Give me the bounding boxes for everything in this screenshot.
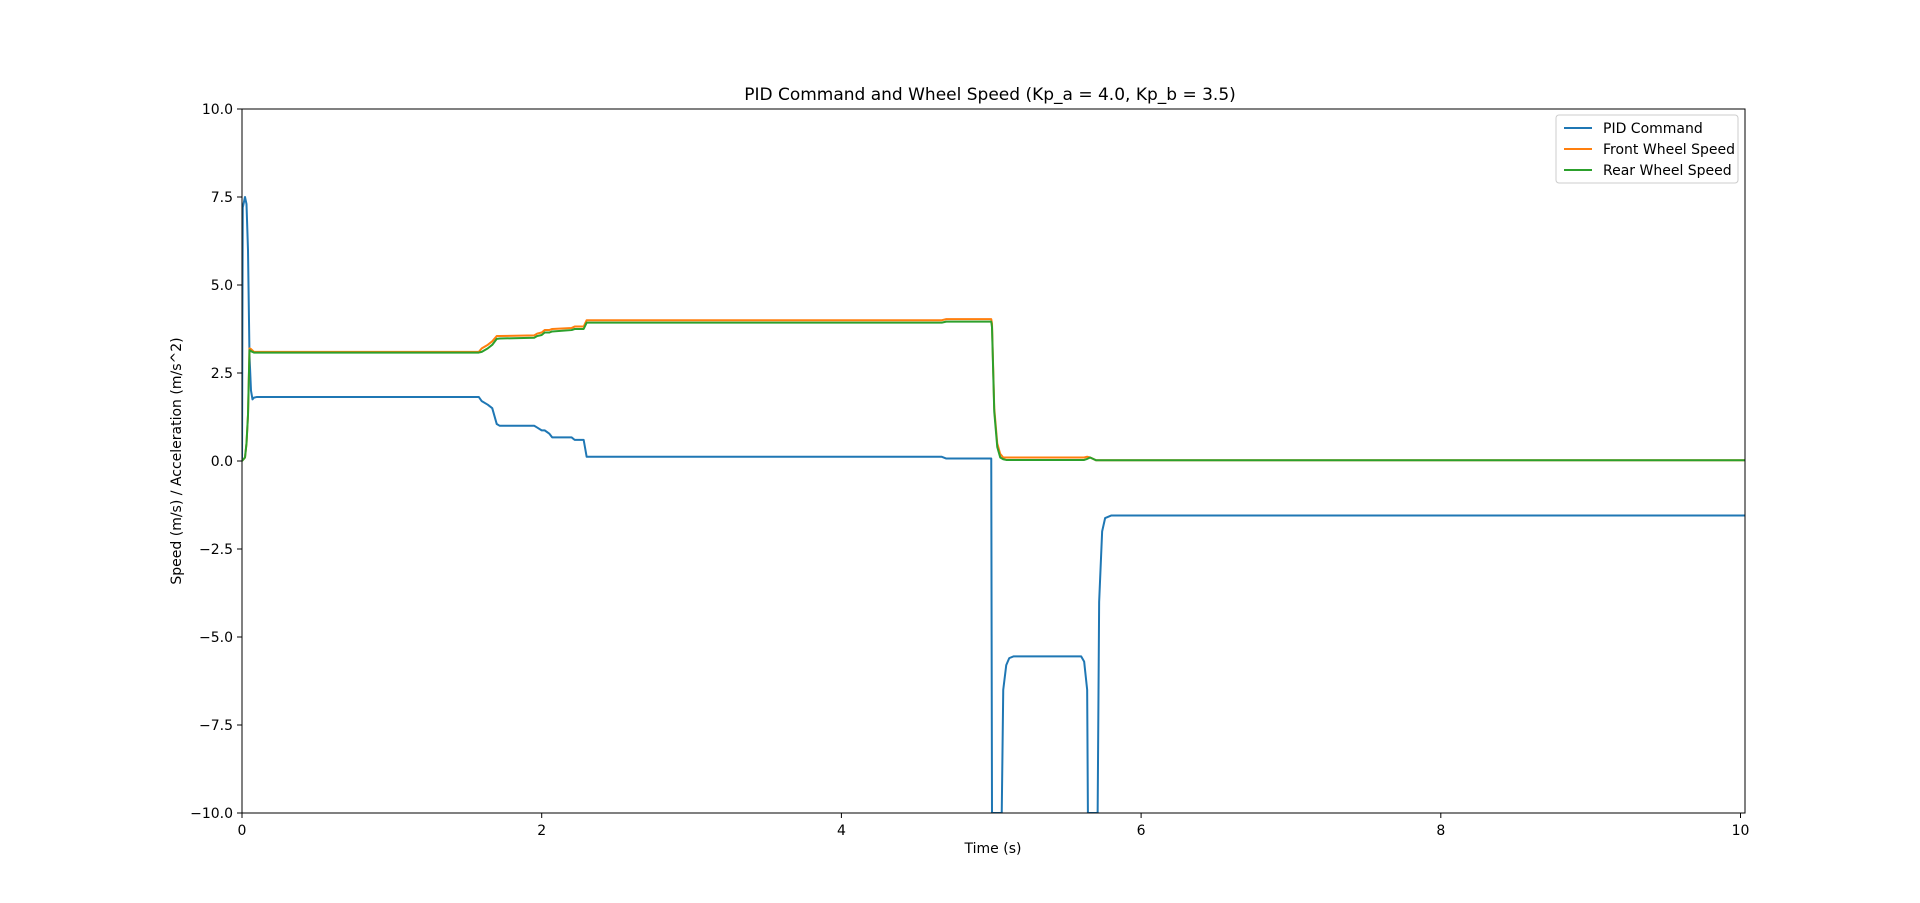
y-tick-label: 10.0 [202,102,233,118]
y-tick-label: 7.5 [211,190,233,206]
y-axis-label: Speed (m/s) / Acceleration (m/s^2) [169,337,185,584]
x-tick-label: 2 [537,823,546,839]
legend-label-rear-wheel-speed: Rear Wheel Speed [1603,163,1732,179]
y-tick-label: −10.0 [190,806,233,822]
x-tick-label: 8 [1436,823,1445,839]
y-tick-label: −2.5 [199,542,233,558]
legend-label-pid-command: PID Command [1603,121,1703,137]
x-tick-label: 4 [837,823,846,839]
y-tick-label: −7.5 [199,718,233,734]
series-layer [242,196,1745,813]
x-tick-label: 6 [1137,823,1146,839]
series-line-rear-wheel-speed [242,320,1745,462]
legend-label-front-wheel-speed: Front Wheel Speed [1603,142,1735,158]
legend-box [1555,114,1739,184]
y-tick-label: −5.0 [199,630,233,646]
y-axis: −10.0 −7.5 −5.0 −2.5 0.0 2.5 5.0 7.5 10.0 [190,102,242,822]
legend: PID Command Front Wheel Speed Rear Wheel S… [1555,114,1739,184]
chart-title: PID Command and Wheel Speed (Kp_a = 4.0,… [744,85,1236,105]
y-tick-label: 2.5 [211,366,233,382]
y-tick-label: 0.0 [211,454,233,470]
series-line-pid-command [242,196,1745,813]
x-tick-label: 10 [1732,823,1750,839]
x-axis-label: Time (s) [964,841,1022,857]
y-tick-label: 5.0 [211,278,233,294]
x-tick-label: 0 [238,823,247,839]
x-axis: 0 2 4 6 8 10 [238,813,1750,839]
